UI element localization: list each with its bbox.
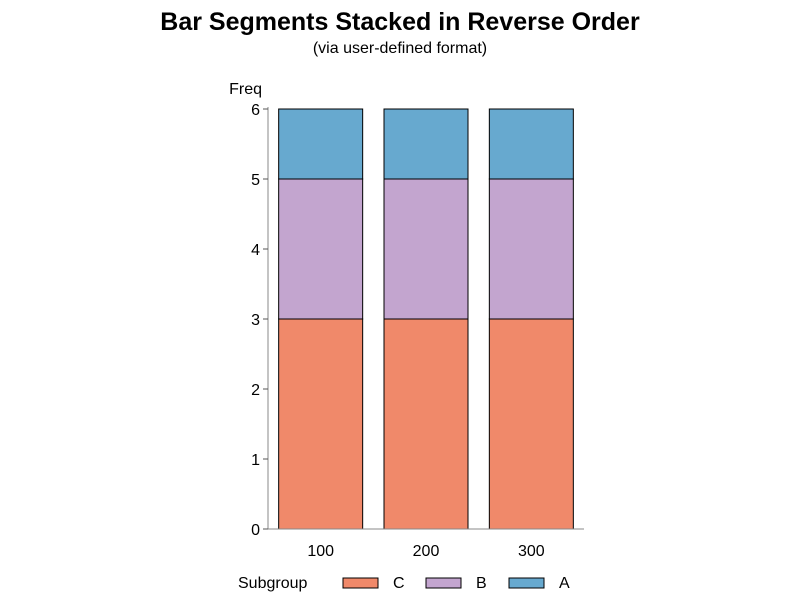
bar-segment [488, 108, 574, 180]
legend-label: A [559, 575, 570, 592]
bar-segment [278, 108, 364, 180]
bar-segment [383, 108, 469, 180]
y-tick-label: 0 [251, 522, 260, 539]
bar-segment [278, 318, 364, 530]
y-tick-label: 6 [251, 102, 260, 119]
y-tick-label: 3 [251, 312, 260, 329]
bar-segment [383, 318, 469, 530]
y-tick-label: 4 [251, 242, 260, 259]
chart-title: Bar Segments Stacked in Reverse Order [160, 8, 640, 36]
bar-segment [488, 178, 574, 320]
legend-swatch [425, 577, 462, 589]
y-tick-label: 1 [251, 452, 260, 469]
legend-swatch [508, 577, 545, 589]
legend-swatch [342, 577, 379, 589]
legend: Subgroup C B A [238, 575, 570, 592]
y-axis-label: Freq [229, 81, 262, 98]
x-tick-label: 200 [413, 543, 440, 560]
legend-label: C [393, 575, 405, 592]
legend-label: B [476, 575, 487, 592]
bar-segment [383, 178, 469, 320]
y-tick-label: 2 [251, 382, 260, 399]
x-tick-label: 300 [518, 543, 545, 560]
x-tick-label: 100 [307, 543, 334, 560]
bar-segment [488, 318, 574, 530]
axes: 0 1 2 3 4 5 6 Freq 100 200 300 [229, 81, 584, 560]
chart-subtitle: (via user-defined format) [312, 40, 488, 57]
bar-segments [278, 108, 574, 530]
bar-segment [278, 178, 364, 320]
legend-title: Subgroup [238, 575, 307, 592]
y-tick-label: 5 [251, 172, 260, 189]
